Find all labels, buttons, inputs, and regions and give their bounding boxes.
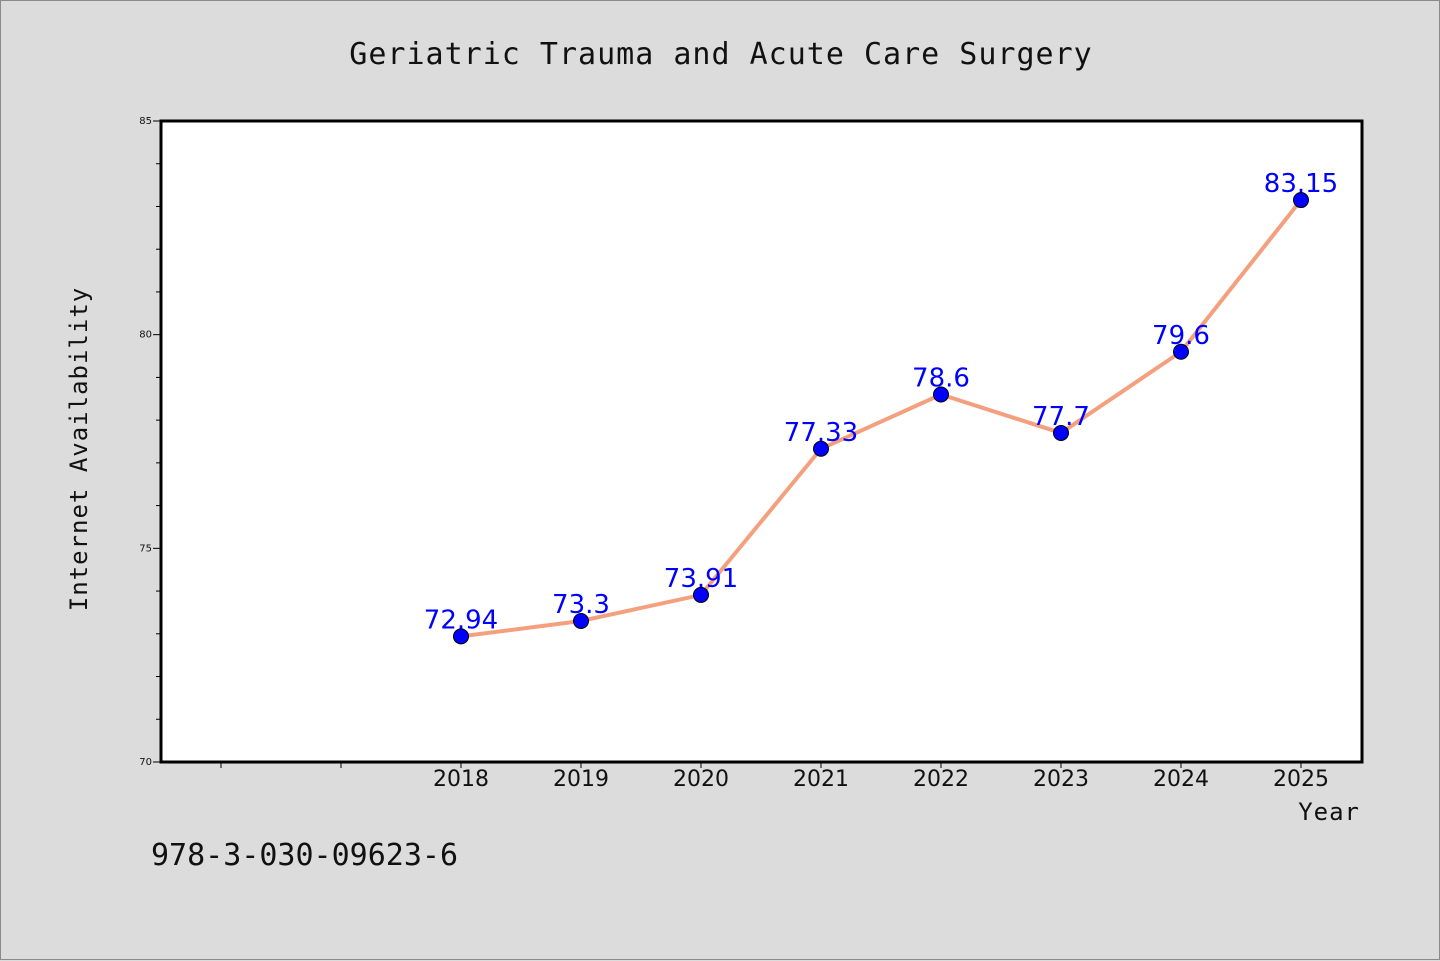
data-label: 78.6 <box>912 363 970 393</box>
x-tick-label: 2025 <box>1273 767 1329 792</box>
x-tick-label: 2021 <box>793 767 849 792</box>
series-group: 72.94 73.3 73.91 77.33 78.6 77.7 79.6 83.15 <box>424 169 1338 645</box>
x-tick-label: 2020 <box>673 767 729 792</box>
x-tick-label: 2018 <box>433 767 489 792</box>
data-label: 73.91 <box>664 564 738 594</box>
y-tick-label: 75 <box>139 543 152 554</box>
data-point-marker <box>1293 192 1309 209</box>
plot-area <box>159 119 1364 764</box>
data-point-marker <box>693 586 709 603</box>
x-axis: 2018 2019 2020 2021 2022 2023 2024 2025 <box>220 762 1329 792</box>
data-label: 79.6 <box>1152 321 1210 351</box>
x-tick-label: 2019 <box>553 767 609 792</box>
data-label: 83.15 <box>1264 169 1338 199</box>
data-point-marker <box>1053 424 1069 441</box>
x-tick-label: 2023 <box>1033 767 1089 792</box>
y-tick-label: 80 <box>139 330 152 341</box>
data-label: 77.7 <box>1032 402 1090 432</box>
x-tick-label: 2024 <box>1153 767 1209 792</box>
data-point-marker <box>933 386 949 403</box>
x-axis-label: Year <box>1298 798 1360 826</box>
y-axis: 70 75 80 85 <box>139 116 161 768</box>
series-line <box>460 198 1303 639</box>
data-point-marker <box>813 440 829 457</box>
data-label: 77.33 <box>784 418 858 448</box>
y-axis-label: Internet Availability <box>65 287 93 611</box>
data-point-marker <box>1173 343 1189 360</box>
y-tick-label: 70 <box>139 757 152 768</box>
data-label: 72.94 <box>424 605 498 635</box>
x-tick-label: 2022 <box>913 767 969 792</box>
data-label: 73.3 <box>552 590 610 620</box>
data-point-marker <box>453 628 469 645</box>
chart-title: Geriatric Trauma and Acute Care Surgery <box>349 37 1092 72</box>
y-tick-label: 85 <box>139 116 152 127</box>
footnote-isbn: 978-3-030-09623-6 <box>151 838 458 873</box>
data-point-marker <box>573 612 589 629</box>
